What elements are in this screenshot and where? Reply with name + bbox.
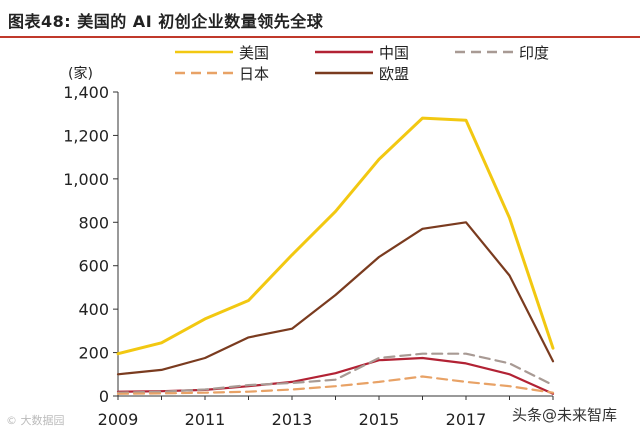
- y-axis-label: (家): [68, 65, 93, 82]
- figure-title: 图表48: 美国的 AI 初创企业数量领先全球: [8, 12, 324, 31]
- x-tick-label: 2017: [446, 410, 487, 429]
- series-line: [116, 375, 555, 395]
- series-line: [116, 116, 555, 356]
- legend-label: 日本: [239, 65, 269, 83]
- y-tick-label: 1,000: [63, 170, 109, 189]
- watermark-left: © 大数据园: [6, 414, 65, 427]
- y-tick-label: 400: [78, 300, 109, 319]
- y-tick-label: 1,400: [63, 83, 109, 102]
- axes: 0 200 400 600 800 1,000 1,200 1,400 2009 2011 2013…: [63, 83, 554, 429]
- y-tick-label: 1,200: [63, 126, 109, 145]
- legend-label: 美国: [239, 44, 269, 62]
- x-tick-label: 2013: [272, 410, 313, 429]
- y-tick-label: 200: [78, 344, 109, 363]
- x-tick-label: 2011: [185, 410, 226, 429]
- y-tick-label: 600: [78, 257, 109, 276]
- x-tick-label: 2015: [359, 410, 400, 429]
- watermark-right: 头条@未来智库: [512, 406, 618, 424]
- title-divider: [0, 36, 640, 38]
- y-tick-label: 800: [78, 213, 109, 232]
- legend-label: 中国: [379, 44, 409, 62]
- legend-label: 印度: [519, 44, 549, 62]
- legend-label: 欧盟: [379, 65, 409, 83]
- y-tick-label: 0: [99, 387, 109, 406]
- series-line: [116, 352, 555, 394]
- x-tick-label: 2009: [98, 410, 139, 429]
- series-line: [116, 221, 555, 376]
- series-lines: [116, 116, 555, 395]
